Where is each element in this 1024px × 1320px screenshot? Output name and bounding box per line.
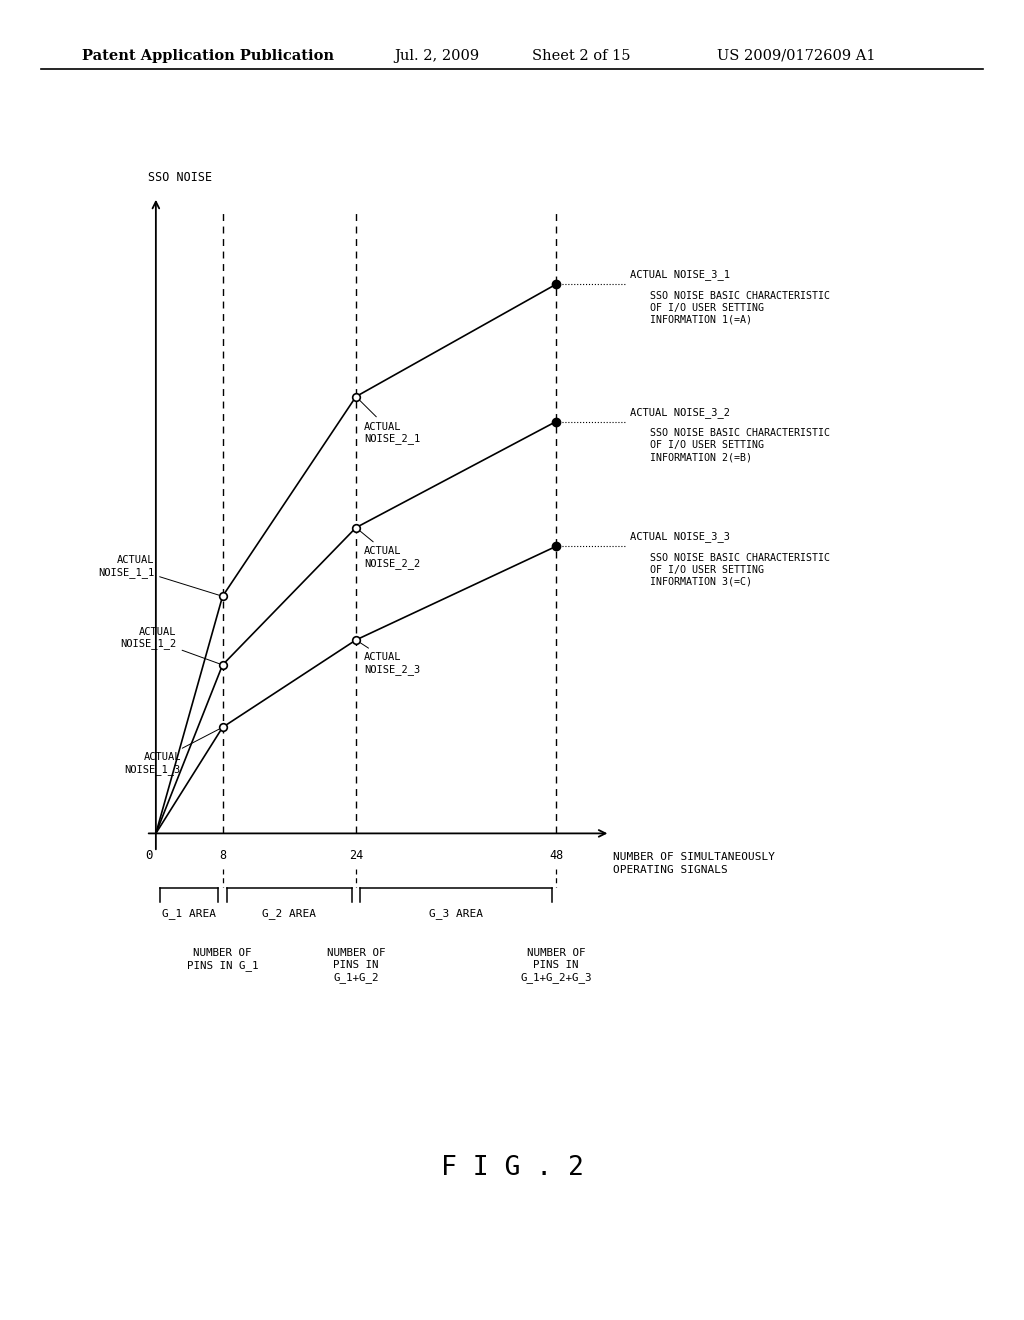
Text: 8: 8	[219, 849, 226, 862]
Text: ACTUAL
NOISE_2_2: ACTUAL NOISE_2_2	[358, 529, 421, 569]
Text: Patent Application Publication: Patent Application Publication	[82, 49, 334, 63]
Text: 24: 24	[349, 849, 364, 862]
Text: 48: 48	[549, 849, 563, 862]
Text: NUMBER OF
PINS IN G_1: NUMBER OF PINS IN G_1	[186, 948, 258, 972]
Text: ACTUAL
NOISE_2_1: ACTUAL NOISE_2_1	[358, 399, 421, 444]
Text: ACTUAL
NOISE_1_2: ACTUAL NOISE_1_2	[121, 627, 220, 664]
Text: SSO NOISE: SSO NOISE	[147, 172, 212, 185]
Text: 0: 0	[145, 849, 153, 862]
Text: SSO NOISE BASIC CHARACTERISTIC
OF I/O USER SETTING
INFORMATION 3(=C): SSO NOISE BASIC CHARACTERISTIC OF I/O US…	[650, 553, 830, 587]
Text: ACTUAL NOISE_3_3: ACTUAL NOISE_3_3	[630, 532, 730, 543]
Text: G_1 AREA: G_1 AREA	[162, 908, 216, 919]
Text: ACTUAL NOISE_3_1: ACTUAL NOISE_3_1	[630, 269, 730, 280]
Text: NUMBER OF
PINS IN
G_1+G_2: NUMBER OF PINS IN G_1+G_2	[327, 948, 385, 983]
Text: ACTUAL NOISE_3_2: ACTUAL NOISE_3_2	[630, 407, 730, 417]
Text: Jul. 2, 2009: Jul. 2, 2009	[394, 49, 479, 63]
Text: NUMBER OF
PINS IN
G_1+G_2+G_3: NUMBER OF PINS IN G_1+G_2+G_3	[520, 948, 592, 983]
Text: F I G . 2: F I G . 2	[440, 1155, 584, 1181]
Text: G_2 AREA: G_2 AREA	[262, 908, 316, 919]
Text: US 2009/0172609 A1: US 2009/0172609 A1	[717, 49, 876, 63]
Text: SSO NOISE BASIC CHARACTERISTIC
OF I/O USER SETTING
INFORMATION 2(=B): SSO NOISE BASIC CHARACTERISTIC OF I/O US…	[650, 428, 830, 462]
Text: ACTUAL
NOISE_2_3: ACTUAL NOISE_2_3	[358, 642, 421, 675]
Text: ACTUAL
NOISE_1_1: ACTUAL NOISE_1_1	[98, 554, 220, 595]
Text: Sheet 2 of 15: Sheet 2 of 15	[532, 49, 631, 63]
Text: G_3 AREA: G_3 AREA	[429, 908, 483, 919]
Text: SSO NOISE BASIC CHARACTERISTIC
OF I/O USER SETTING
INFORMATION 1(=A): SSO NOISE BASIC CHARACTERISTIC OF I/O US…	[650, 290, 830, 325]
Text: NUMBER OF SIMULTANEOUSLY
OPERATING SIGNALS: NUMBER OF SIMULTANEOUSLY OPERATING SIGNA…	[612, 853, 775, 875]
Text: ACTUAL
NOISE_1_3: ACTUAL NOISE_1_3	[125, 729, 220, 775]
